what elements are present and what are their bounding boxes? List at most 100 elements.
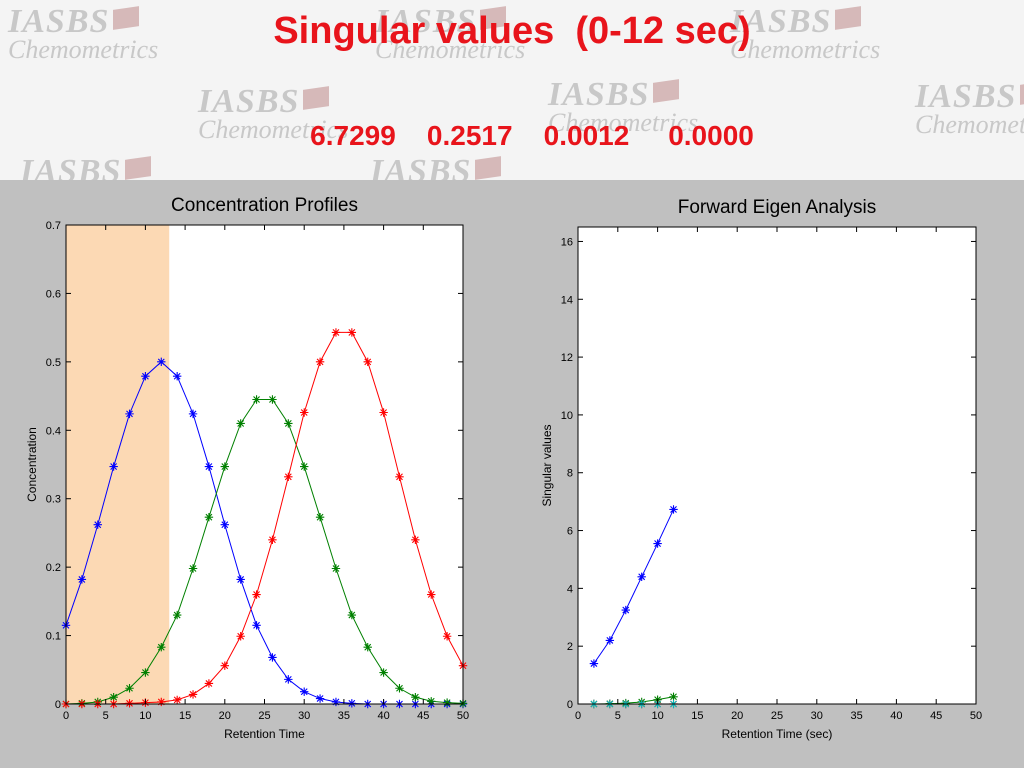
data-point [379, 668, 388, 677]
x-tick-label: 20 [219, 710, 231, 722]
x-tick-label: 5 [615, 710, 621, 722]
data-point [172, 372, 182, 381]
data-point [427, 697, 436, 706]
x-tick-label: 35 [338, 710, 350, 722]
y-tick-label: 0 [567, 699, 573, 711]
chart-1: 0 5 10 15 20 25 30 35 40 45 50 0 0.1 0.2 0.3 0.4 0.5 0.6 0… [25, 195, 469, 741]
y-tick-label: 6 [567, 526, 573, 538]
x-tick-label: 10 [651, 710, 663, 722]
data-point [125, 409, 134, 419]
x-tick-label: 10 [139, 710, 151, 722]
data-point [331, 697, 341, 707]
y-tick-label: 0.5 [46, 357, 61, 369]
chart-2: 0 5 10 15 20 25 30 35 40 45 50 0 2 4 6 8 10 12 14 16 Forward… [540, 197, 982, 741]
data-point [157, 643, 166, 652]
data-point [252, 590, 261, 599]
slide-title: Singular values (0-12 sec) [273, 10, 751, 52]
data-point [395, 684, 404, 693]
x-tick-label: 25 [258, 710, 270, 722]
data-point [331, 328, 341, 337]
figure-canvas: 0 5 10 15 20 25 30 35 40 45 5000.10.20.30.40.50.60… [25, 195, 982, 741]
x-tick-label: 20 [731, 710, 743, 722]
data-point [268, 535, 277, 544]
x-tick-label: 45 [930, 710, 942, 722]
data-point [172, 610, 182, 620]
data-point [442, 698, 452, 707]
y-tick-label: 0 [55, 699, 61, 711]
data-point [621, 605, 630, 615]
data-point [284, 472, 293, 482]
data-point [252, 395, 261, 404]
data-point [363, 357, 372, 367]
data-point [669, 505, 678, 514]
data-point [188, 564, 198, 573]
data-point [236, 632, 245, 641]
singular-values-readout: 6.7299 0.2517 0.0012 0.0000 [310, 120, 754, 151]
data-point [347, 610, 357, 620]
data-point [347, 328, 357, 337]
data-point [284, 419, 293, 428]
data-point [109, 692, 118, 702]
chart-title: Concentration Profiles [171, 195, 358, 216]
x-tick-label: 15 [179, 710, 191, 722]
data-point [315, 512, 325, 522]
series-line-1 [593, 509, 674, 664]
chart-title: Forward Eigen Analysis [678, 197, 877, 218]
data-point [125, 699, 134, 708]
x-tick-label: 15 [691, 710, 703, 722]
data-point [188, 409, 198, 419]
data-point [669, 692, 678, 701]
data-point [220, 520, 229, 529]
data-point [589, 659, 599, 668]
y-tick-label: 2 [567, 641, 573, 653]
data-point [172, 695, 182, 705]
x-tick-label: 25 [771, 710, 783, 722]
data-point [220, 661, 229, 670]
figure-panel: 0 5 10 15 20 25 30 35 40 45 50 0 0.1 0.2 0.3 0.4 0.5 0.6 0… [0, 180, 1024, 768]
data-point [188, 690, 198, 699]
y-tick-label: 16 [561, 236, 573, 248]
x-tick-label: 0 [575, 710, 581, 722]
y-tick-label: 10 [561, 410, 573, 422]
data-point [637, 572, 646, 581]
x-tick-label: 40 [377, 710, 389, 722]
data-point [442, 632, 452, 641]
data-point [347, 699, 357, 708]
data-point [125, 684, 134, 693]
data-point [141, 372, 150, 381]
data-point [236, 575, 245, 584]
data-point [157, 697, 166, 707]
y-tick-label: 0.4 [46, 425, 61, 437]
y-tick-label: 0.1 [46, 631, 61, 643]
data-point [427, 590, 436, 599]
data-point [268, 653, 277, 662]
y-tick-label: 0.2 [46, 562, 61, 574]
data-point [220, 462, 229, 471]
slide-header: IASBS Chemometrics IASBS Chemometrics IASBS C… [0, 0, 1024, 180]
data-point [653, 539, 662, 548]
data-point [379, 408, 388, 417]
data-point [605, 636, 615, 645]
data-point [395, 472, 404, 482]
data-point [411, 535, 420, 544]
x-tick-label: 50 [457, 710, 469, 722]
y-tick-label: 12 [561, 352, 573, 364]
data-point [268, 395, 277, 404]
data-point [252, 621, 261, 630]
data-point [77, 575, 87, 584]
y-axis-label: Singular values [540, 424, 554, 506]
data-point [109, 462, 118, 471]
data-point [284, 675, 293, 684]
x-tick-label: 0 [63, 710, 69, 722]
x-axis-label: Retention Time [224, 727, 305, 741]
y-tick-label: 0.7 [46, 220, 61, 232]
data-point [315, 357, 325, 367]
y-tick-label: 14 [561, 294, 573, 306]
x-tick-label: 40 [890, 710, 902, 722]
